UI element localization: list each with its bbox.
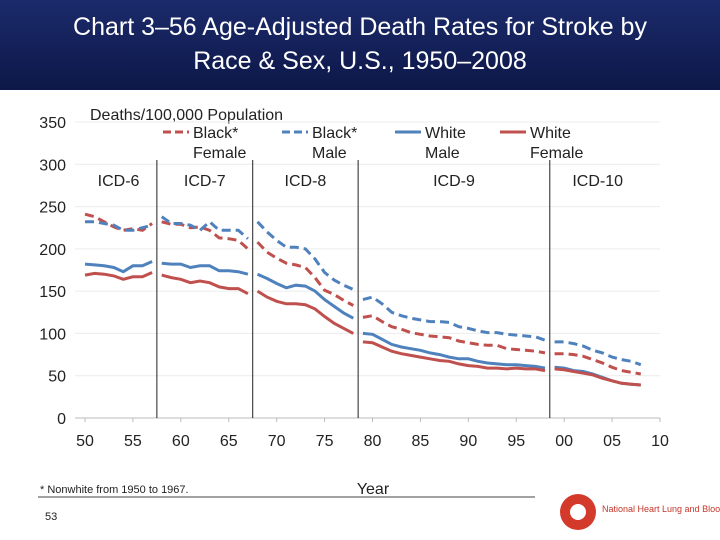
y-axis-label: Deaths/100,000 Population [90,107,283,124]
revision-label: ICD-8 [285,173,327,190]
revision-label: ICD-7 [184,173,226,190]
logo-mark [570,504,586,520]
x-tick-label: 50 [76,433,94,450]
x-tick-label: 10 [651,433,669,450]
series-line [256,289,354,335]
series-line [84,271,153,281]
x-tick-label: 55 [124,433,142,450]
series-line [362,314,546,355]
legend-label: Black* Male [312,125,357,162]
y-tick-label: 300 [39,157,66,174]
legend-label: Black* Female [193,125,246,162]
chart-title: Chart 3–56 Age-Adjusted Death Rates for … [73,13,647,75]
series-line [554,340,642,367]
legend-label: White Female [530,125,583,162]
series-line [362,331,546,370]
y-tick-label: 50 [48,369,66,386]
y-tick-label: 150 [39,284,66,301]
series-line [84,260,153,274]
x-tick-label: 95 [507,433,525,450]
series-line [161,273,249,296]
x-tick-label: 60 [172,433,190,450]
x-axis-label: Year [357,481,390,498]
x-tick-label: 70 [268,433,286,450]
logo-text: National Heart Lung and Blood Institute [602,504,720,514]
y-tick-label: 350 [39,115,66,132]
page-number: 53 [45,511,57,523]
y-tick-label: 200 [39,242,66,259]
y-tick-label: 0 [57,411,66,428]
series-line [256,220,354,291]
series-line [161,261,249,276]
x-tick-label: 80 [364,433,382,450]
series-line [85,220,153,232]
y-tick-label: 250 [39,200,66,217]
title-bar [0,0,720,90]
x-tick-label: 75 [316,433,334,450]
x-tick-label: 65 [220,433,238,450]
series-line [362,295,546,342]
footnote: * Nonwhite from 1950 to 1967. [40,484,189,496]
revision-label: ICD-10 [572,173,623,190]
series-line [362,340,546,373]
legend-label: White Male [425,125,466,162]
y-tick-label: 100 [39,326,66,343]
x-tick-label: 00 [555,433,573,450]
x-tick-label: 90 [459,433,477,450]
series-line [554,367,641,387]
series-line [554,352,642,376]
series-line [160,215,249,240]
x-tick-label: 85 [412,433,430,450]
series-line [256,241,355,307]
revision-label: ICD-9 [433,173,475,190]
x-tick-label: 05 [603,433,621,450]
revision-label: ICD-6 [98,173,140,190]
series-line [256,272,355,320]
